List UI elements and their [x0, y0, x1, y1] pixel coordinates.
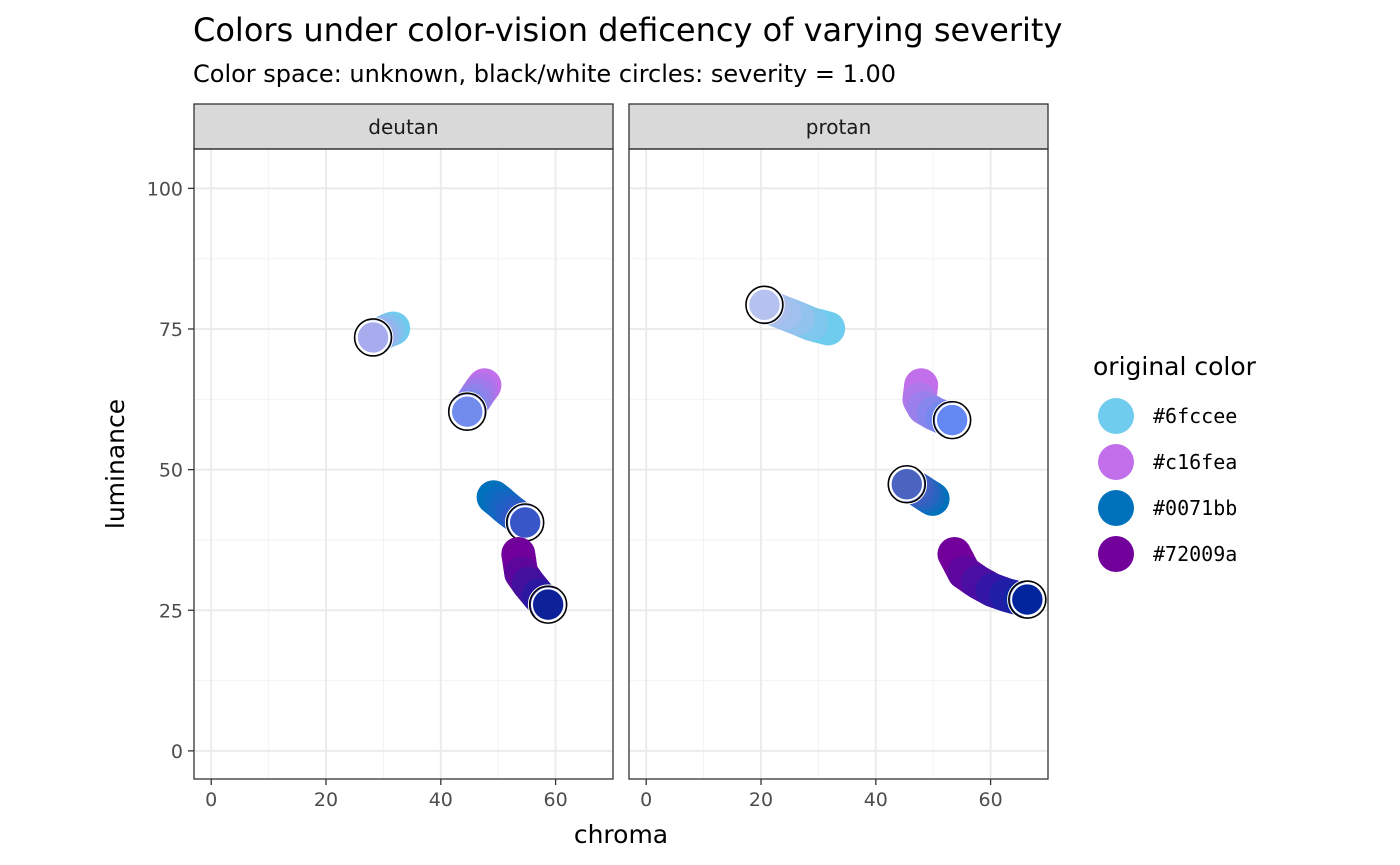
- y-axis: 0 25 50 75 100: [147, 178, 194, 763]
- legend-entries: #6fccee #c16fea #0071bb #72009a: [1098, 398, 1237, 572]
- severity-final-point: [531, 588, 565, 622]
- legend-label: #0071bb: [1153, 496, 1237, 520]
- severity-final-point: [935, 403, 969, 437]
- severity-ring-black: [887, 464, 927, 504]
- severity-ring-inner: [355, 320, 391, 355]
- series-c16fea: [446, 368, 502, 432]
- series-72009a: [937, 537, 1048, 620]
- facet-protan: protan 0 20 40 60: [628, 103, 1049, 811]
- series-72009a: [501, 537, 569, 625]
- panel-border: [193, 148, 614, 780]
- y-tick-label: 75: [159, 319, 183, 341]
- severity-ring-inner: [530, 587, 566, 622]
- severity-ring-inner: [1010, 582, 1045, 617]
- x-tick-label: 20: [314, 789, 338, 811]
- legend-entry: #c16fea: [1098, 444, 1237, 480]
- legend-key: [1098, 490, 1134, 526]
- facet-strip: [628, 103, 1049, 150]
- legend-title: original color: [1093, 352, 1257, 381]
- x-tick-label: 0: [205, 789, 217, 811]
- severity-ring-inner: [934, 402, 970, 438]
- severity-ring-black: [528, 585, 568, 624]
- legend-label: #72009a: [1153, 542, 1237, 566]
- x-tick-label: 60: [979, 789, 1003, 811]
- x-axis: 0 20 40 60: [205, 779, 568, 811]
- severity-ring-black: [353, 318, 393, 357]
- facet-label: protan: [806, 115, 872, 139]
- x-axis: 0 20 40 60: [640, 779, 1003, 811]
- series-c16fea: [902, 368, 973, 441]
- data-points: [352, 311, 569, 625]
- legend-key: [1098, 444, 1134, 480]
- y-tick-label: 25: [159, 600, 183, 622]
- x-axis-title: chroma: [574, 820, 668, 849]
- series-6fccee: [352, 311, 411, 358]
- series-0071bb: [476, 480, 546, 543]
- panel-border: [628, 148, 1049, 780]
- legend-entry: #72009a: [1098, 536, 1237, 572]
- series-0071bb: [886, 464, 950, 516]
- severity-ring-black: [1008, 580, 1047, 619]
- facet-deutan: deutan 0 20 40 60: [193, 103, 614, 811]
- severity-final-point: [450, 395, 484, 429]
- severity-ring-black: [745, 285, 784, 325]
- series-6fccee: [744, 284, 846, 346]
- severity-ring-black: [447, 392, 487, 431]
- legend: original color #6fccee #c16fea #0071bb #720…: [1093, 352, 1257, 572]
- legend-key: [1098, 398, 1134, 434]
- legend-label: #6fccee: [1153, 404, 1237, 428]
- legend-entry: #0071bb: [1098, 490, 1237, 526]
- severity-ring-inner: [747, 287, 782, 323]
- severity-final-point: [508, 506, 542, 539]
- chart-title: Colors under color-vision deficency of v…: [193, 11, 1062, 49]
- panel-background: [629, 149, 1048, 779]
- chart-subtitle: Color space: unknown, black/white circle…: [193, 60, 896, 88]
- y-axis-title: luminance: [101, 399, 130, 529]
- x-tick-label: 40: [429, 789, 453, 811]
- facet-label: deutan: [368, 115, 438, 139]
- panel-background: [194, 149, 613, 779]
- y-tick-label: 0: [171, 741, 183, 763]
- severity-final-point: [1010, 583, 1044, 617]
- legend-label: #c16fea: [1153, 450, 1237, 474]
- x-tick-label: 60: [544, 789, 568, 811]
- x-tick-label: 40: [864, 789, 888, 811]
- severity-final-point: [356, 320, 390, 354]
- severity-final-point: [890, 467, 924, 501]
- severity-ring-black: [932, 400, 972, 440]
- x-tick-label: 0: [640, 789, 652, 811]
- severity-final-point: [747, 288, 781, 322]
- legend-key: [1098, 536, 1134, 572]
- x-tick-label: 20: [749, 789, 773, 811]
- facet-panels: deutan 0 20 40 60 protan 0 20 40 60: [193, 103, 1049, 811]
- y-tick-label: 50: [159, 460, 183, 482]
- y-tick-label: 100: [147, 178, 183, 200]
- severity-ring-inner: [450, 394, 485, 429]
- legend-entry: #6fccee: [1098, 398, 1237, 434]
- facet-strip: [193, 103, 614, 150]
- data-points: [744, 284, 1048, 620]
- severity-ring-inner: [889, 467, 925, 502]
